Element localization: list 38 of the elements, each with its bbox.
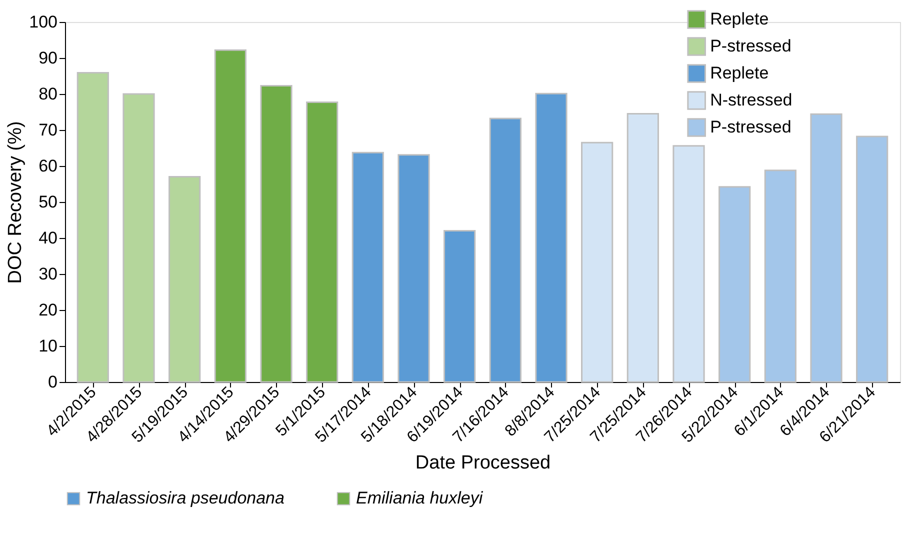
bar [398, 154, 430, 383]
text: Thalassiosira pseudonana [86, 488, 284, 508]
bar [718, 186, 751, 383]
legend-label: N-stressed [710, 90, 792, 110]
legend-label: Replete [710, 10, 769, 28]
bar [76, 72, 109, 383]
bar [581, 142, 614, 383]
y-tick-label: 40 [38, 228, 58, 248]
bar [352, 152, 384, 383]
legend-label: Replete [710, 64, 769, 82]
y-axis-title: DOC Recovery (%) [5, 121, 26, 284]
y-tick-label: 100 [29, 12, 58, 32]
bar [444, 230, 476, 383]
y-tick-label: 20 [38, 300, 58, 320]
legend-label: P-stressed [710, 36, 792, 56]
bar [810, 113, 842, 383]
bar [306, 102, 338, 383]
y-tick-label: 90 [38, 48, 58, 68]
y-tick-label: 80 [38, 84, 58, 104]
y-tick-label: 0 [48, 372, 58, 392]
x-axis-title: Date Processed [415, 452, 551, 474]
bar [260, 84, 292, 383]
y-tick-label: 70 [38, 120, 58, 140]
y-tick-label: 50 [38, 192, 58, 212]
bar [626, 113, 659, 383]
text: Emiliania huxleyi [356, 488, 484, 508]
bar [214, 49, 246, 383]
legend-label: P-stressed [710, 118, 792, 136]
bar [489, 118, 522, 383]
bar [856, 136, 888, 383]
y-tick-label: 60 [38, 156, 58, 176]
y-tick-label: 10 [38, 336, 58, 356]
bar [672, 145, 705, 383]
bar [168, 176, 201, 383]
bar [535, 92, 568, 383]
bar [122, 93, 155, 383]
bar [764, 170, 796, 383]
y-tick-label: 30 [38, 264, 58, 284]
